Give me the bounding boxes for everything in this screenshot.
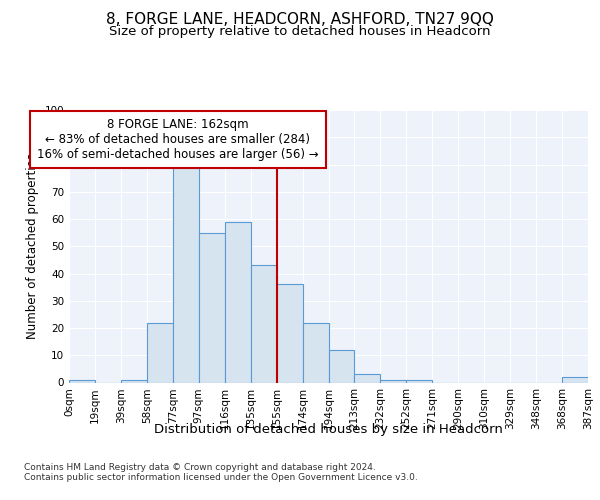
Bar — [69, 380, 95, 382]
Bar — [355, 374, 380, 382]
Bar — [147, 322, 173, 382]
Bar — [251, 266, 277, 382]
Text: Contains HM Land Registry data © Crown copyright and database right 2024.
Contai: Contains HM Land Registry data © Crown c… — [24, 462, 418, 482]
Bar — [406, 380, 432, 382]
Bar — [302, 322, 329, 382]
Text: 8, FORGE LANE, HEADCORN, ASHFORD, TN27 9QQ: 8, FORGE LANE, HEADCORN, ASHFORD, TN27 9… — [106, 12, 494, 28]
Bar — [173, 162, 199, 382]
Text: Size of property relative to detached houses in Headcorn: Size of property relative to detached ho… — [109, 25, 491, 38]
Bar — [562, 377, 588, 382]
Bar — [199, 232, 224, 382]
Bar — [380, 380, 406, 382]
Bar — [121, 380, 147, 382]
Y-axis label: Number of detached properties: Number of detached properties — [26, 153, 39, 339]
Text: 8 FORGE LANE: 162sqm
← 83% of detached houses are smaller (284)
16% of semi-deta: 8 FORGE LANE: 162sqm ← 83% of detached h… — [37, 118, 319, 161]
Bar — [329, 350, 355, 382]
Text: Distribution of detached houses by size in Headcorn: Distribution of detached houses by size … — [154, 422, 503, 436]
Bar — [225, 222, 251, 382]
Bar — [277, 284, 302, 382]
